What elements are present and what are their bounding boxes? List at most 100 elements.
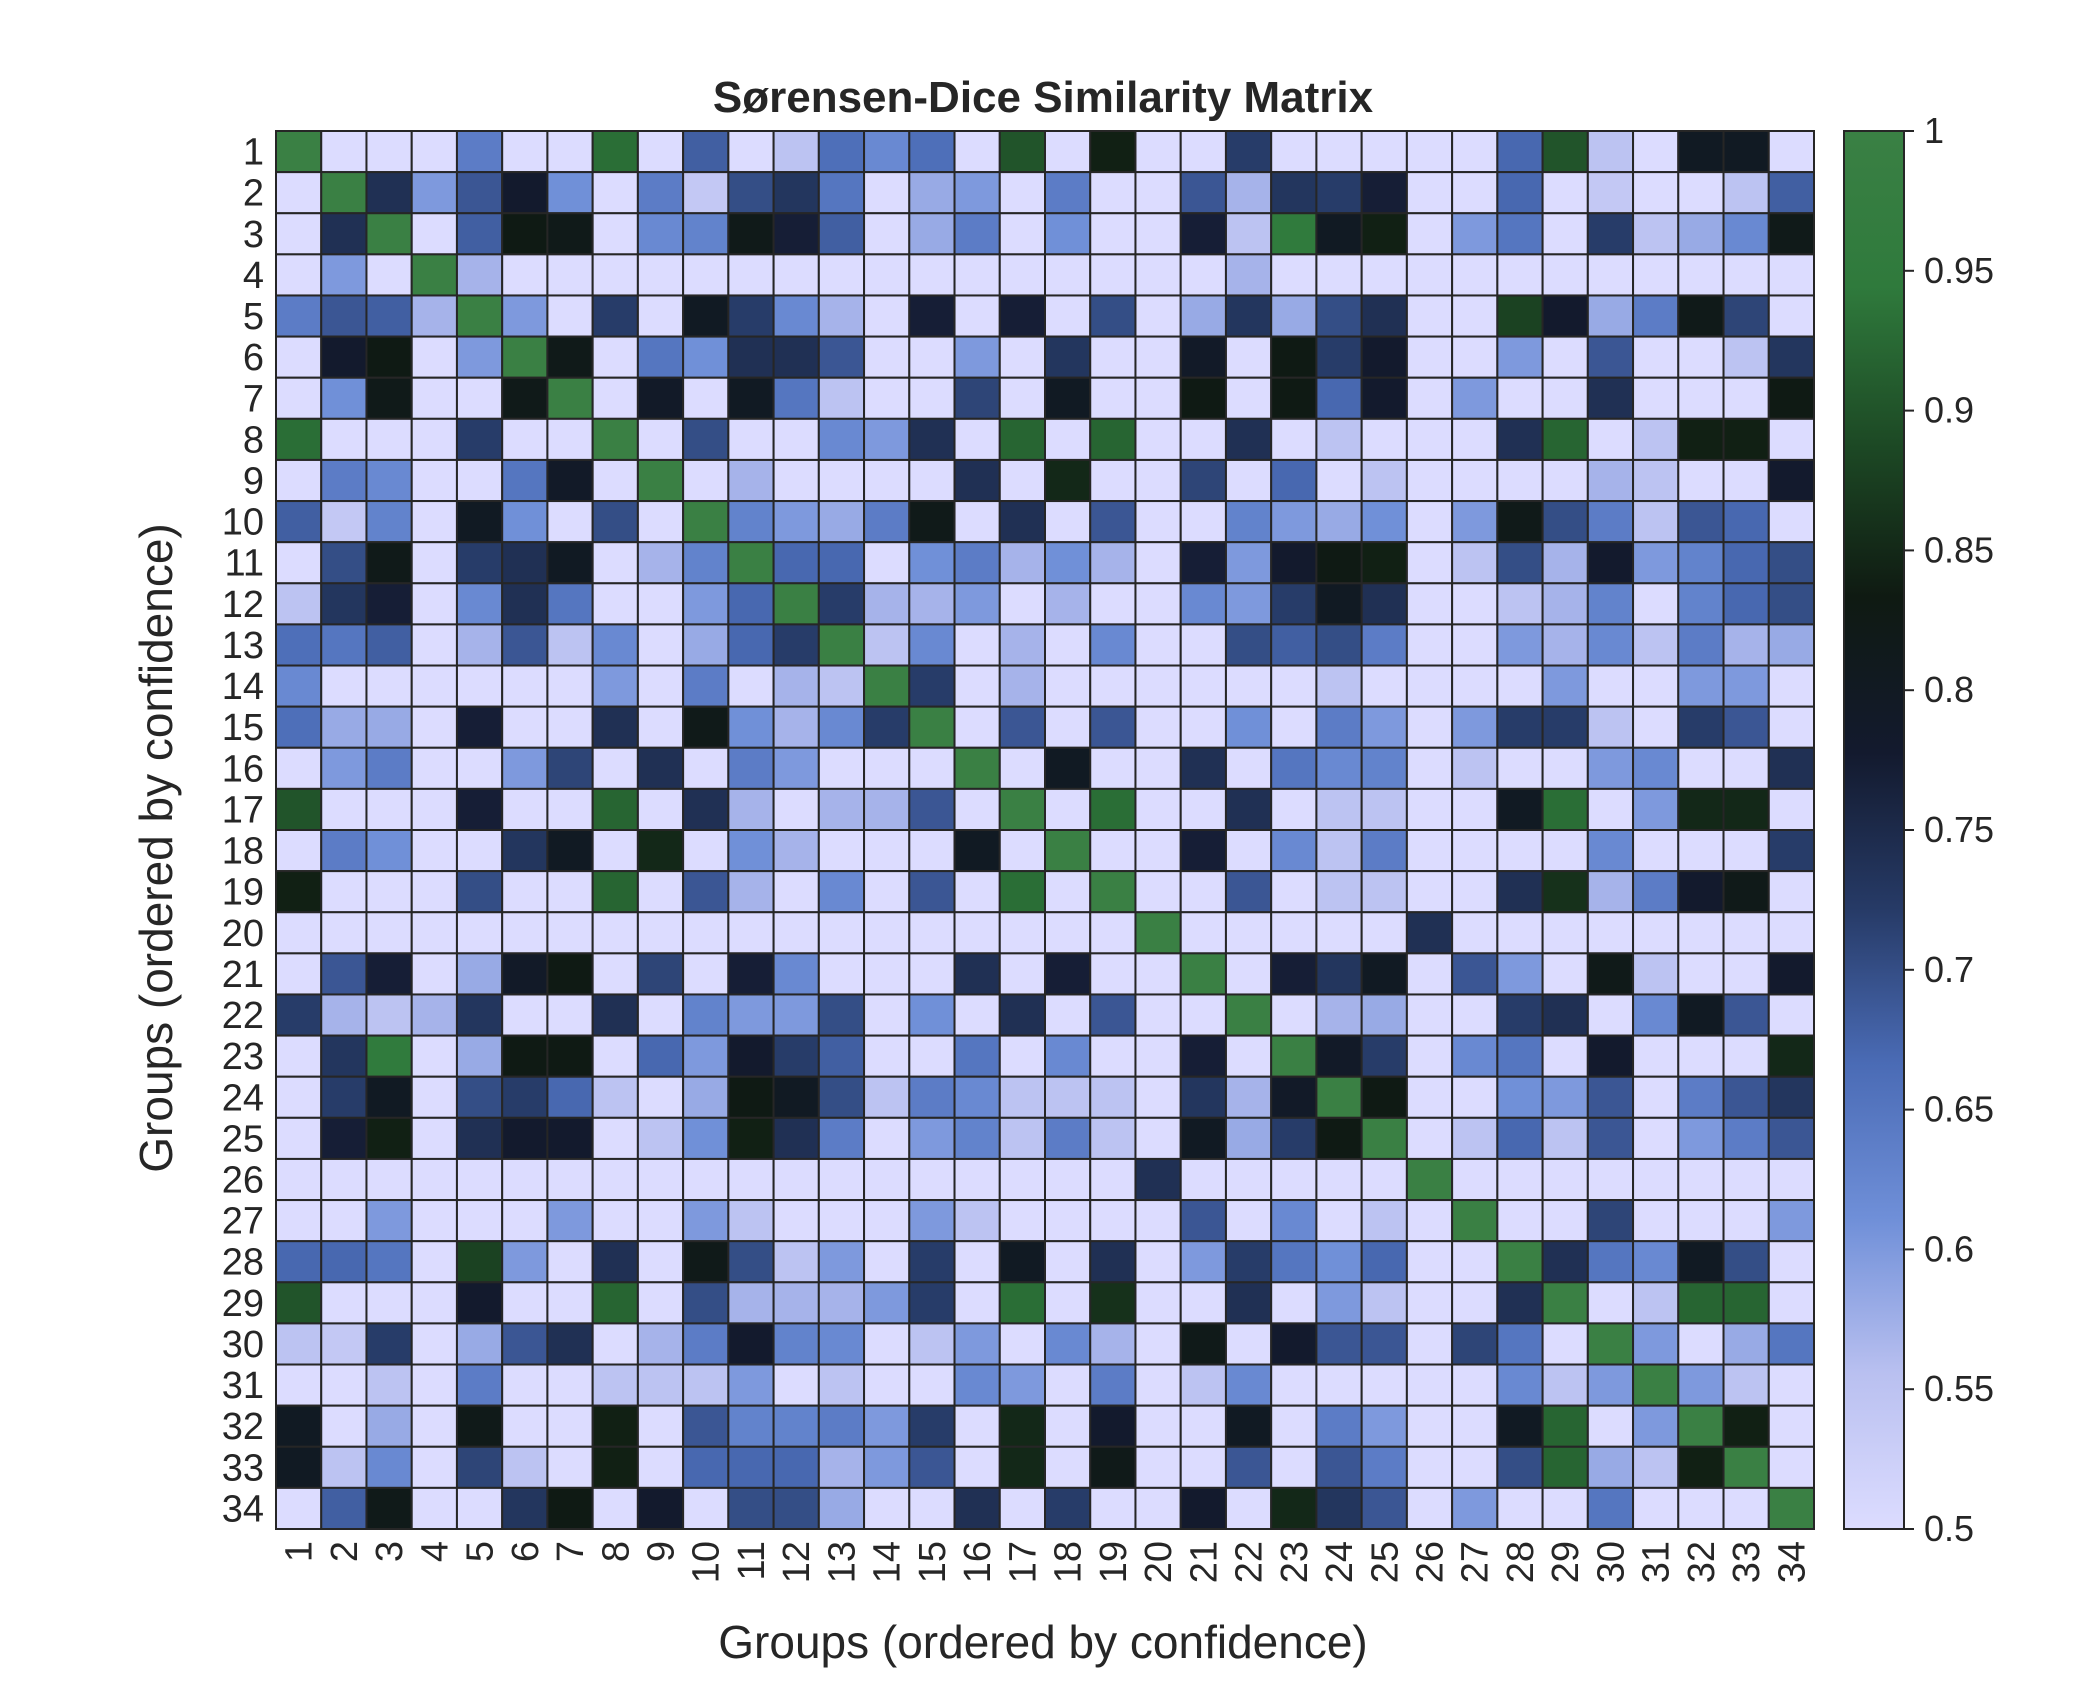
x-tick-label: 3 [369,1541,411,1562]
heatmap-cell [863,212,911,256]
heatmap-cell [1405,376,1454,420]
heatmap-cell [1179,1240,1227,1284]
heatmap-cell [1496,582,1544,626]
heatmap-cell [863,253,911,297]
heatmap-cell [410,1281,458,1325]
heatmap-cell [1541,335,1589,379]
heatmap-cell [1134,335,1182,379]
heatmap-cell [953,417,1001,461]
heatmap-cell [727,1404,775,1448]
colorbar-tick-label: 0.55 [1924,1368,1994,1409]
heatmap-cell [410,294,458,338]
heatmap-cell [1541,212,1589,256]
heatmap-cell [365,376,413,420]
heatmap-cell [682,1363,730,1407]
heatmap-cell [1270,417,1318,461]
heatmap-cell [817,458,866,503]
heatmap-cell [1541,952,1589,996]
heatmap-cell [953,130,1001,174]
heatmap-cell [275,1404,323,1448]
heatmap-cell [1360,1034,1408,1078]
heatmap-cell [1315,870,1363,914]
heatmap-cell [998,911,1047,955]
heatmap-cell [1677,541,1725,585]
heatmap-cell [953,787,1001,832]
heatmap-cell [1496,1199,1544,1243]
heatmap-cell [275,870,323,914]
heatmap-cell [591,1363,639,1407]
heatmap-cell [1089,829,1137,873]
x-tick-label: 6 [505,1541,547,1562]
heatmap-cell [727,1157,775,1202]
colorbar-tick-label: 0.85 [1924,529,1994,570]
heatmap-cell [1360,294,1408,338]
heatmap-cell [1270,1075,1318,1119]
heatmap-cell [501,911,549,955]
heatmap-cell [546,1157,594,1202]
heatmap-cell [908,870,956,914]
x-tick-label: 16 [957,1541,999,1583]
heatmap-cell [953,582,1001,626]
x-tick-label: 34 [1771,1541,1813,1583]
heatmap-cell [817,1322,866,1366]
heatmap-cell [410,911,458,955]
heatmap-cell [1315,458,1363,503]
heatmap-cell [727,1322,775,1366]
heatmap-cell [1451,1445,1499,1489]
heatmap-cell [682,500,730,544]
heatmap-cell [1270,1445,1318,1489]
heatmap-cell [1541,1445,1589,1489]
heatmap-cell [1360,130,1408,174]
heatmap-cell [1496,1240,1544,1284]
y-tick-label: 2 [243,173,264,215]
heatmap-cell [1405,541,1454,585]
heatmap-cell [320,1322,368,1366]
y-tick-label: 5 [243,296,264,338]
heatmap-cell [546,582,594,626]
heatmap-cell [953,376,1001,420]
heatmap-cell [1496,993,1544,1037]
heatmap-cell [546,1075,594,1119]
heatmap-cell [1405,787,1454,832]
heatmap-cell [817,829,866,873]
heatmap-cell [1179,1445,1227,1489]
heatmap-cell [1089,1281,1137,1325]
heatmap-cell [908,705,956,749]
heatmap-cell [863,1240,911,1284]
heatmap-cell [1360,1199,1408,1243]
heatmap-cell [455,993,504,1037]
heatmap-cell [863,952,911,996]
heatmap-cell [1586,417,1635,461]
heatmap-cell [365,1157,413,1202]
heatmap-cell [1405,212,1454,256]
heatmap-cell [1586,171,1635,215]
heatmap-cell [1134,664,1182,708]
heatmap-cell [501,1240,549,1284]
heatmap-cell [1496,417,1544,461]
heatmap-cell [591,623,639,667]
heatmap-cell [410,1116,458,1160]
heatmap-cell [1405,1157,1454,1202]
heatmap-cell [1089,1486,1137,1531]
heatmap-cell [1405,623,1454,667]
heatmap-cell [1586,623,1635,667]
heatmap-cell [1134,582,1182,626]
heatmap-cell [1405,952,1454,996]
heatmap-cell [1315,335,1363,379]
colorbar-tick-label: 0.7 [1924,949,1974,990]
heatmap-cell [1541,1281,1589,1325]
heatmap-cell [817,911,866,955]
heatmap-cell [1044,171,1092,215]
heatmap-cell [636,1034,685,1078]
heatmap-cell [546,212,594,256]
heatmap-cell [772,1116,820,1160]
heatmap-cell [1179,1404,1227,1448]
heatmap-cell [1315,664,1363,708]
heatmap-cell [501,1116,549,1160]
heatmap-cell [727,664,775,708]
heatmap-cell [998,253,1047,297]
heatmap-cell [455,1322,504,1366]
heatmap-cell [1134,1075,1182,1119]
x-tick-label: 26 [1410,1541,1452,1583]
heatmap-cell [863,623,911,667]
